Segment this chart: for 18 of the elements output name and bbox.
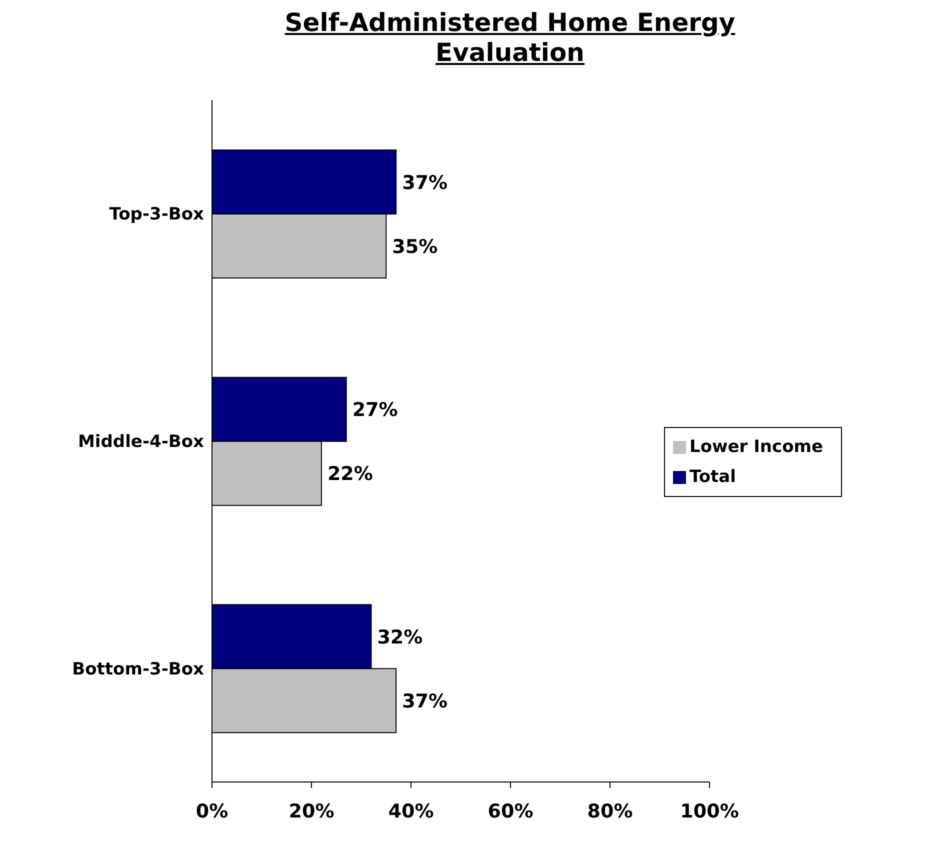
y-tick-label: Bottom-3-Box	[72, 659, 204, 680]
y-tick-label: Top-3-Box	[109, 204, 204, 225]
data-label: 27%	[352, 399, 398, 422]
y-tick-label: Middle-4-Box	[78, 432, 204, 452]
data-label: 37%	[402, 172, 448, 194]
legend-label: Total	[690, 467, 736, 487]
x-tick-label: 60%	[488, 800, 534, 822]
data-label: 35%	[392, 236, 438, 258]
x-tick-label: 100%	[680, 800, 739, 822]
data-label: 37%	[402, 690, 448, 712]
x-tick-label: 80%	[587, 800, 633, 822]
x-tick-label: 40%	[388, 800, 434, 822]
data-label: 32%	[377, 626, 423, 648]
x-tick-label: 20%	[288, 800, 334, 822]
legend-label: Lower Income	[690, 437, 823, 457]
x-tick-label: 0%	[196, 800, 228, 822]
data-label: 22%	[327, 463, 373, 486]
chart-title: Self-Administered Home Energy Evaluation	[284, 8, 736, 69]
